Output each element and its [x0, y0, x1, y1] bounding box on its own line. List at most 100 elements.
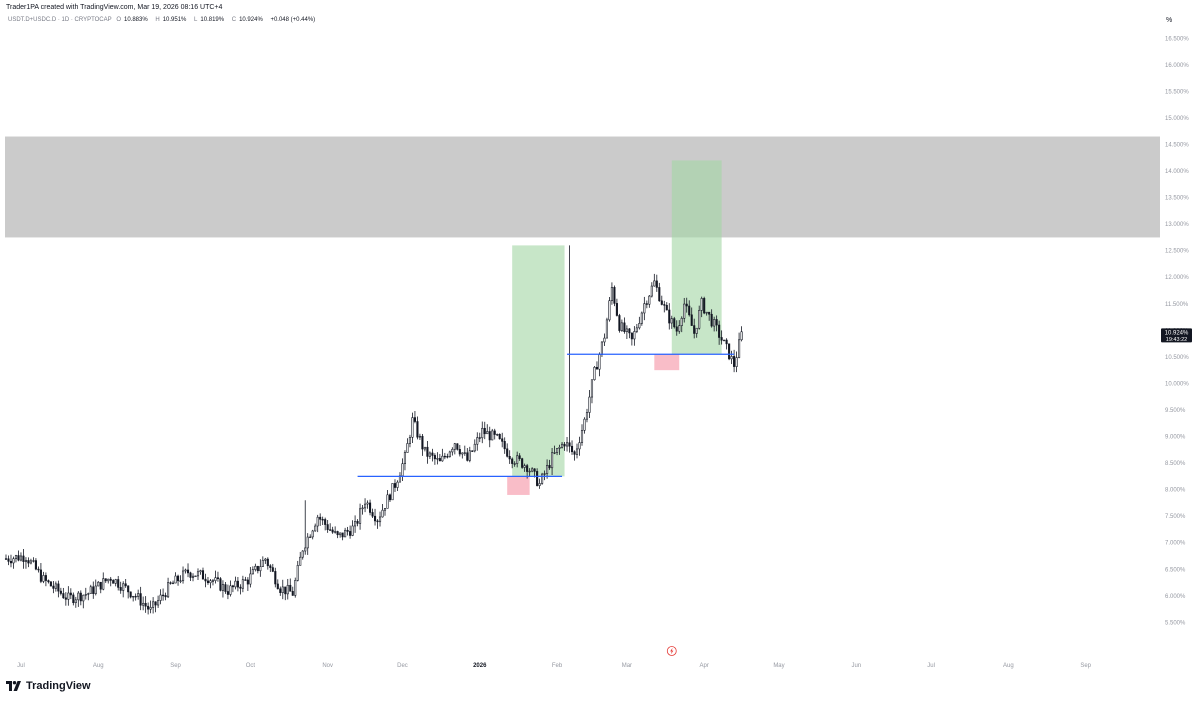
candle-body-2026-01-25 — [538, 483, 541, 486]
y-tick-label: 16.000% — [1165, 63, 1189, 69]
candle-body-2025-12-05 — [411, 417, 414, 438]
candle-body-2025-07-25 — [79, 592, 82, 602]
candle-body-2025-07-29 — [89, 586, 92, 594]
candle-body-2026-01-03 — [483, 427, 486, 435]
candle-body-2025-12-31 — [476, 437, 479, 445]
candle-body-2025-08-16 — [134, 595, 137, 598]
candle-body-2025-07-01 — [19, 555, 23, 561]
candle-body-2025-10-11 — [274, 571, 277, 585]
candle-body-2025-08-13 — [127, 585, 130, 593]
tradingview-logo-icon — [6, 681, 21, 691]
candle-body-2025-08-08 — [114, 579, 117, 584]
candle-body-2025-10-16 — [286, 584, 289, 595]
candle-body-2025-07-19 — [64, 597, 67, 600]
candle-body-2025-08-31 — [172, 582, 175, 585]
candle-body-2025-12-25 — [461, 452, 464, 455]
candle-body-2025-12-13 — [431, 452, 434, 456]
candle-body-2025-11-25 — [386, 494, 389, 509]
candle-body-2025-07-04 — [27, 560, 30, 564]
candle-body-2026-02-11 — [580, 430, 584, 443]
y-tick-label: 15.500% — [1165, 89, 1189, 95]
candle-body-2026-03-31 — [700, 298, 703, 311]
candle-body-2025-08-15 — [132, 595, 135, 598]
candle-body-2025-09-24 — [231, 585, 234, 588]
candle-body-2025-11-15 — [361, 507, 364, 510]
candle-body-2025-09-22 — [226, 591, 229, 595]
candle-body-2026-03-02 — [628, 328, 631, 334]
y-tick-label: 8.000% — [1165, 488, 1186, 494]
candle-body-2026-02-08 — [573, 451, 576, 455]
candle-body-2025-11-08 — [344, 529, 347, 538]
candle-body-2025-10-24 — [306, 536, 309, 549]
candle-body-2025-12-17 — [441, 455, 444, 462]
candle-body-2025-11-21 — [376, 520, 379, 523]
candle-body-2026-01-29 — [548, 465, 551, 469]
candle-body-2026-03-23 — [680, 317, 683, 327]
candle-body-2025-07-23 — [74, 599, 77, 604]
candle-body-2026-01-28 — [546, 465, 549, 474]
candle-body-2026-03-16 — [663, 304, 666, 306]
candle-body-2026-04-03 — [708, 311, 711, 315]
candle-body-2025-12-10 — [423, 446, 426, 450]
y-tick-label: 13.500% — [1165, 196, 1189, 202]
x-tick-label: Mar — [622, 663, 632, 669]
candle-body-2026-03-01 — [625, 328, 628, 332]
price-label-countdown: 19:43:22 — [1166, 337, 1187, 343]
ohlc-close: C 10.924% — [231, 17, 263, 23]
candle-body-2025-12-24 — [458, 449, 461, 455]
candle-body-2025-07-14 — [52, 585, 55, 589]
candle-body-2025-06-29 — [14, 555, 18, 560]
candle-body-2025-08-07 — [112, 580, 115, 584]
candle-body-2026-01-20 — [526, 465, 529, 472]
candle-body-2025-10-30 — [321, 519, 324, 521]
candle-body-2026-01-02 — [481, 427, 484, 439]
symbol-label[interactable]: USDT.D+USDC.D · 1D · CRYPTOCAP — [8, 17, 112, 23]
candle-body-2026-01-24 — [536, 471, 539, 486]
stop-box-2 — [654, 354, 680, 371]
candle-body-2025-09-21 — [224, 584, 227, 592]
candle-body-2025-09-13 — [204, 578, 207, 582]
candle-body-2026-03-12 — [653, 280, 656, 287]
candle-body-2025-11-22 — [378, 516, 382, 523]
x-tick-label: Sep — [1080, 663, 1091, 669]
tradingview-logo-text: TradingView — [26, 680, 91, 692]
candle-body-2026-04-06 — [715, 319, 718, 326]
candle-body-2025-08-26 — [159, 594, 162, 601]
y-tick-label: 7.500% — [1165, 514, 1186, 520]
candle-body-2026-02-21 — [605, 319, 608, 339]
candle-body-2026-01-09 — [498, 433, 501, 440]
candle-body-2025-07-24 — [77, 592, 80, 601]
candle-body-2025-07-05 — [29, 560, 32, 564]
candle-body-2025-12-01 — [401, 463, 404, 477]
candle-body-2026-02-15 — [590, 379, 594, 398]
candle-body-2026-03-27 — [690, 314, 693, 326]
tradingview-logo[interactable]: TradingView — [6, 680, 91, 692]
candle-body-2026-02-14 — [588, 396, 591, 413]
y-tick-label: 10.500% — [1165, 355, 1189, 361]
candle-body-2025-11-02 — [329, 529, 332, 531]
candle-body-2025-10-31 — [324, 519, 327, 525]
candle-body-2025-10-19 — [294, 580, 297, 596]
candle-body-2026-02-17 — [595, 366, 599, 370]
candle-body-2025-11-14 — [359, 508, 362, 524]
candle-body-2025-11-26 — [388, 494, 392, 501]
candle-body-2025-11-01 — [326, 524, 329, 530]
candle-body-2025-09-11 — [199, 570, 202, 573]
candle-body-2026-02-26 — [618, 315, 621, 331]
candle-body-2025-11-04 — [334, 531, 337, 533]
candle-body-2026-03-14 — [658, 287, 661, 302]
candle-body-2025-08-11 — [122, 583, 125, 591]
candle-body-2025-07-21 — [69, 592, 72, 596]
candle-body-2025-10-17 — [289, 584, 292, 592]
candle-body-2025-07-28 — [87, 593, 90, 595]
candles — [4, 245, 743, 615]
candle-body-2025-09-06 — [186, 569, 190, 574]
candle-body-2025-09-19 — [219, 578, 222, 591]
candle-body-2025-08-19 — [142, 602, 145, 606]
candle-body-2026-03-15 — [660, 300, 663, 305]
candle-body-2025-09-16 — [211, 580, 215, 582]
candle-body-2025-10-04 — [256, 565, 259, 572]
candle-body-2025-07-10 — [42, 575, 45, 582]
